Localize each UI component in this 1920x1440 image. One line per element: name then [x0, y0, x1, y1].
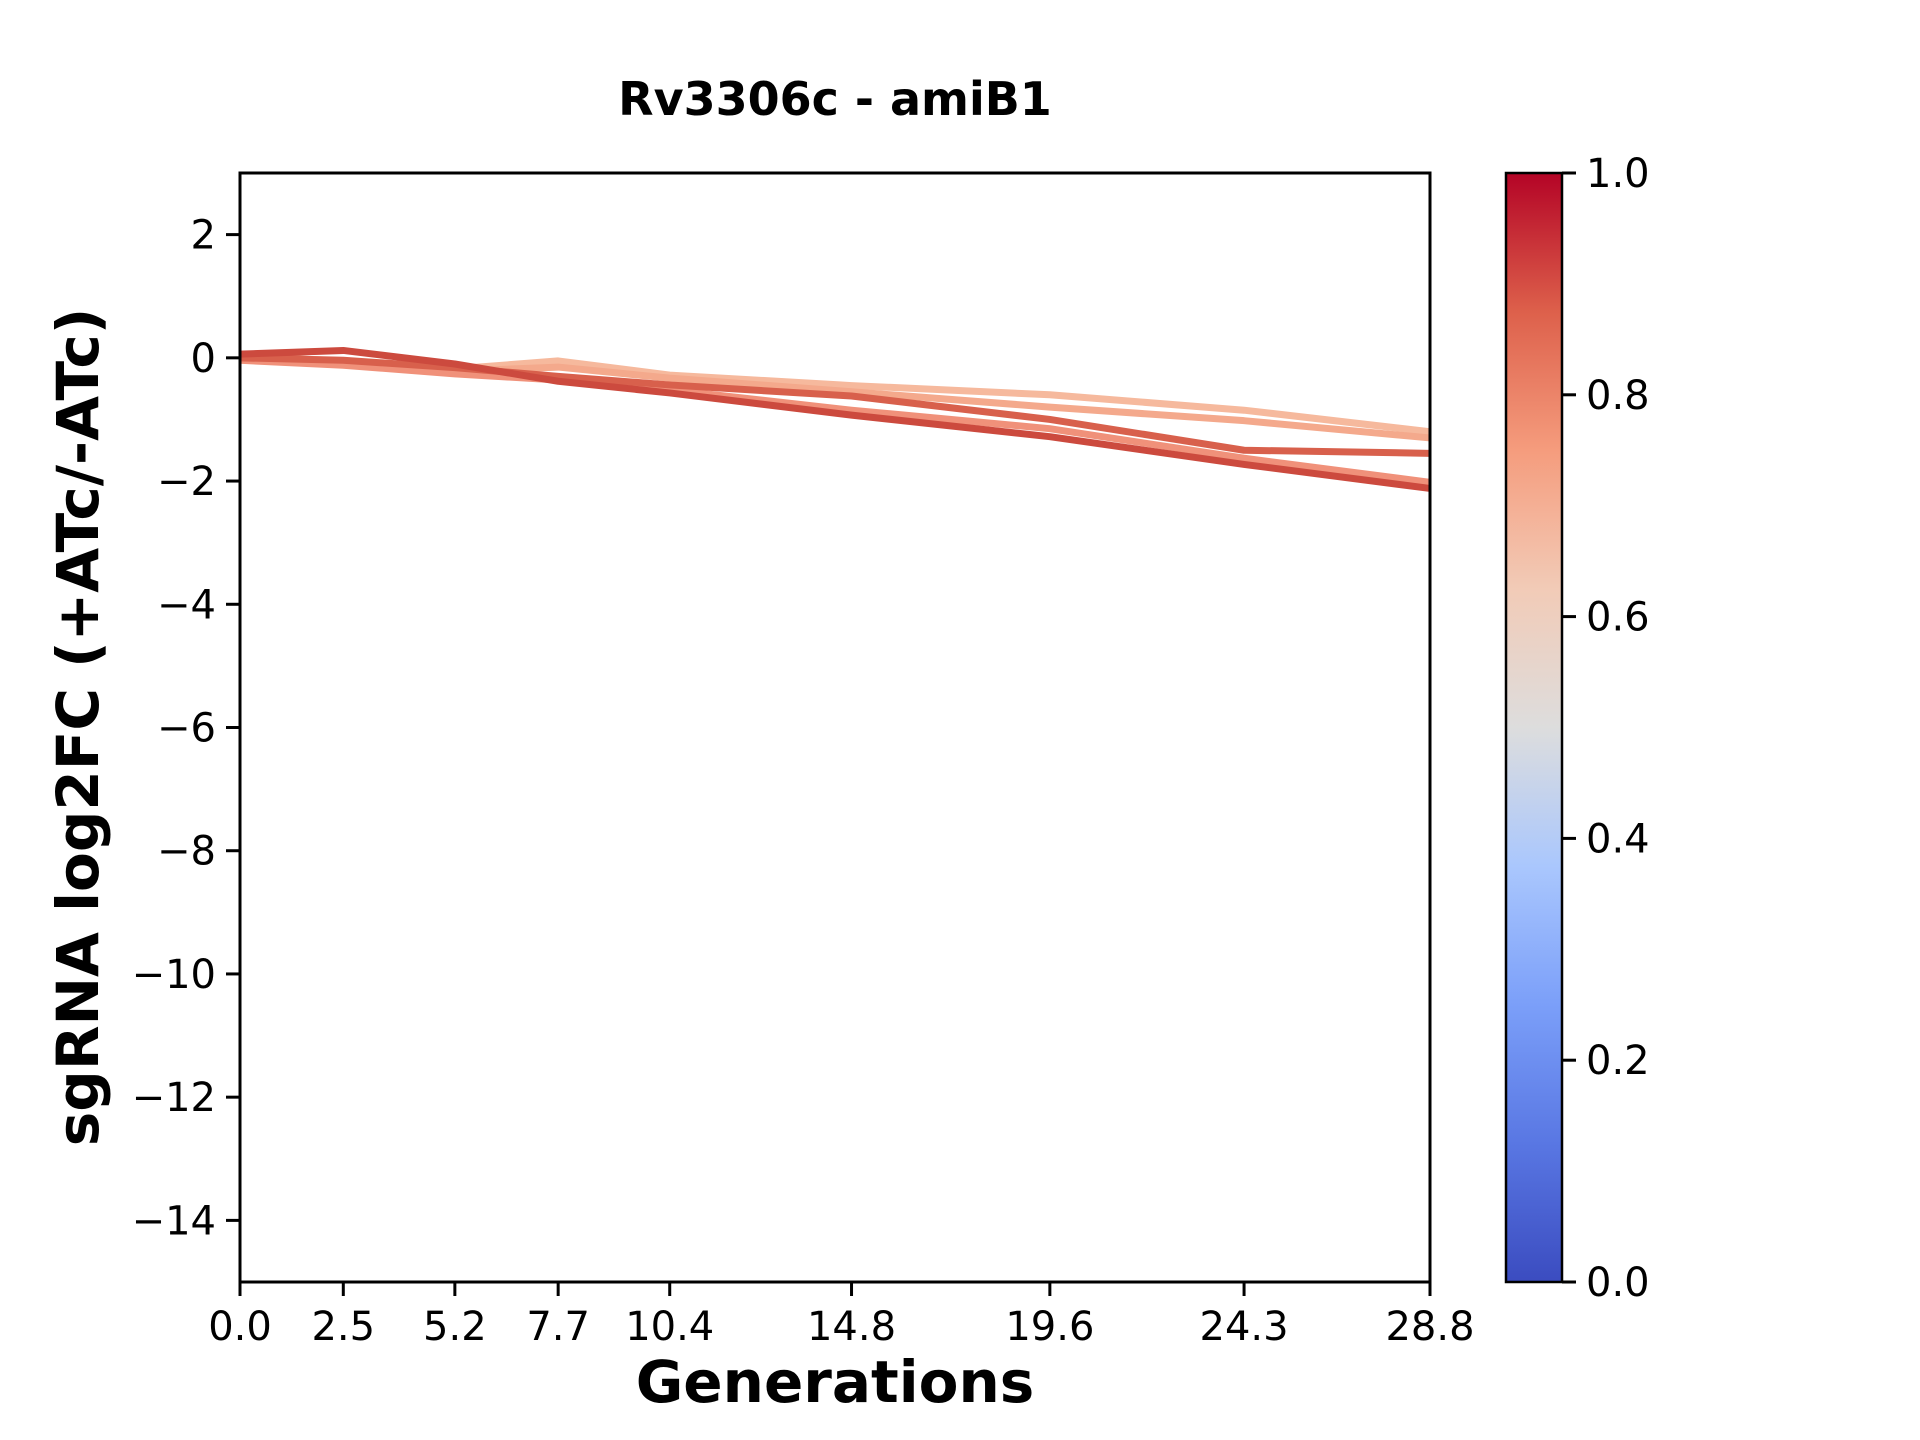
series-line-4 [239, 354, 1431, 457]
y-tick-label: −8 [157, 829, 216, 875]
x-tick-label: 28.8 [1385, 1304, 1474, 1350]
x-tick-label: 0.0 [208, 1304, 272, 1350]
colorbar-tick-label: 0.6 [1586, 595, 1650, 641]
y-tick-label: −2 [157, 459, 216, 505]
y-axis-label: sgRNA log2FC (+ATc/-ATc) [44, 307, 112, 1147]
colorbar-tick-label: 0.2 [1586, 1038, 1650, 1084]
x-tick-label: 2.5 [311, 1304, 375, 1350]
y-tick-label: −10 [132, 952, 216, 998]
colorbar-tick-label: 0.0 [1586, 1260, 1650, 1306]
y-tick-label: 2 [191, 213, 216, 259]
colorbar-tick-label: 0.4 [1586, 816, 1650, 862]
y-tick-label: −6 [157, 706, 216, 752]
chart-title: Rv3306c - amiB1 [618, 72, 1052, 126]
series-line-5 [239, 346, 1431, 492]
y-tick-label: −4 [157, 582, 216, 628]
plot-border [238, 171, 1432, 1284]
colorbar-outline [1504, 171, 1564, 1284]
x-tick-label: 10.4 [625, 1304, 714, 1350]
colorbar [1506, 173, 1562, 1282]
x-tick-label: 14.8 [807, 1304, 896, 1350]
y-tick-label: 0 [191, 336, 216, 382]
y-tick-label: −12 [132, 1075, 216, 1121]
x-tick-label: 19.6 [1005, 1304, 1094, 1350]
x-tick-label: 24.3 [1200, 1304, 1289, 1350]
y-tick-label: −14 [132, 1198, 216, 1244]
x-tick-label: 5.2 [423, 1304, 487, 1350]
x-tick-label: 7.7 [526, 1304, 590, 1350]
colorbar-tick-label: 1.0 [1586, 151, 1650, 197]
x-axis-label: Generations [635, 1348, 1035, 1416]
colorbar-tick-label: 0.8 [1586, 373, 1650, 419]
